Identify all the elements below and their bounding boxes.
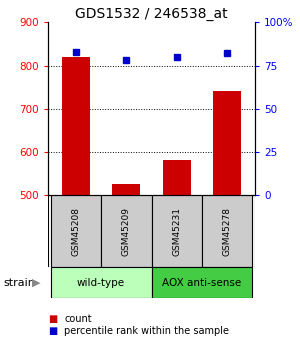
Text: strain: strain [3,278,35,288]
Bar [152,267,253,298]
Text: GSM45231: GSM45231 [172,207,181,256]
Text: ▶: ▶ [32,278,40,288]
Text: wild-type: wild-type [77,278,125,288]
Text: percentile rank within the sample: percentile rank within the sample [64,326,230,336]
Text: ■: ■ [48,326,57,336]
Bar [62,57,90,195]
Bar [213,90,241,195]
Text: GSM45278: GSM45278 [223,207,232,256]
Text: AOX anti-sense: AOX anti-sense [162,278,242,288]
Text: GSM45208: GSM45208 [71,207,80,256]
Text: GSM45209: GSM45209 [122,207,131,256]
Bar [163,160,190,195]
Text: count: count [64,314,92,324]
Bar [101,195,152,267]
Text: ■: ■ [48,314,57,324]
Bar [50,195,101,267]
Title: GDS1532 / 246538_at: GDS1532 / 246538_at [75,7,228,21]
Bar [152,195,202,267]
Bar [50,267,152,298]
Bar [202,195,253,267]
Bar [112,184,140,195]
